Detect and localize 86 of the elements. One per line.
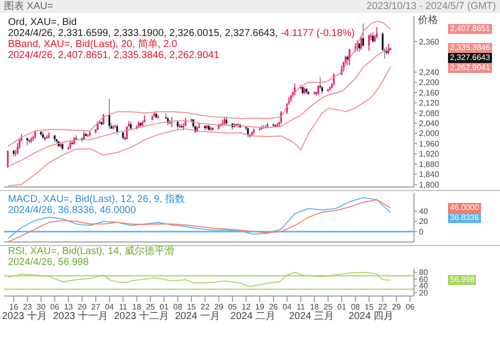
y-tick-label: 2,080 bbox=[419, 108, 440, 118]
text: 46.0000 bbox=[448, 202, 481, 213]
x-tick-label: 15 bbox=[186, 302, 196, 312]
x-tick-label: 20 bbox=[78, 302, 88, 312]
y-tick-label: 80 bbox=[419, 268, 428, 278]
annotation: MACD, XAU=, Bid(Last), 12, 26, 9, 指数 bbox=[8, 194, 186, 205]
annotation: Ord, XAU=, Bid bbox=[8, 17, 77, 28]
y-tick-label: 2,160 bbox=[419, 88, 440, 98]
annotation: 2024/4/26, 2,407.8651, 2,335.3846, 2,262.9041 bbox=[8, 50, 220, 61]
x-tick-label: 26 bbox=[268, 302, 278, 312]
annotation: 2024/4/26, 2,331.6599, 2,333.1900, 2,326.0015, 2,327.6643, bbox=[8, 28, 279, 39]
annotation: -4.1177 (-0.18%) bbox=[280, 28, 355, 39]
line-series bbox=[7, 272, 392, 288]
line-series bbox=[7, 66, 392, 186]
y-tick-label: 20 bbox=[419, 288, 428, 298]
x-tick-label: 08 bbox=[350, 302, 360, 312]
x-tick-label: 11 bbox=[118, 302, 128, 312]
x-tick-label: 05 bbox=[228, 302, 238, 312]
y-tick-label: 2,040 bbox=[419, 119, 440, 128]
x-tick-label: 30 bbox=[36, 302, 46, 312]
y-tick-label: 1,840 bbox=[419, 170, 440, 180]
annotation: 2024/4/26, 36.8336, 46.0000 bbox=[8, 205, 136, 216]
x-tick-label: 06 bbox=[50, 302, 60, 312]
x-tick-label: 01 bbox=[337, 302, 347, 312]
text: 2024/4/26, 56.998 bbox=[8, 257, 89, 268]
x-tick-label: 12 bbox=[242, 302, 252, 312]
text: 2023 十月 bbox=[2, 311, 48, 322]
y-tick-label: 20 bbox=[419, 217, 428, 226]
x-tick-label: 25 bbox=[146, 302, 156, 312]
y-tick-label: 2,360 bbox=[419, 37, 440, 46]
x-tick-label: 22 bbox=[378, 302, 388, 312]
candlestick bbox=[96, 120, 98, 131]
x-tick-label: 01 bbox=[160, 302, 170, 312]
y-tick-label: 40 bbox=[419, 282, 428, 291]
text: 2023 十一月 bbox=[52, 311, 108, 322]
y-tick-label: 40 bbox=[419, 206, 428, 216]
text: 2024 一月 bbox=[174, 311, 220, 322]
x-tick-label: 16 bbox=[9, 302, 19, 312]
text: 56.998 bbox=[448, 275, 476, 286]
x-tick-label: 29 bbox=[214, 302, 224, 312]
y-tick-label: 2,000 bbox=[419, 129, 440, 138]
annotation: BBand, XAU=, Bid(Last), 20, 简单, 2.0 bbox=[8, 39, 178, 50]
x-tick-label: 15 bbox=[364, 302, 374, 312]
x-tick-label: 13 bbox=[64, 302, 74, 312]
candlestick bbox=[346, 55, 348, 66]
y-axis-title: 价格 bbox=[418, 14, 438, 27]
x-tick-label: 29 bbox=[392, 302, 402, 312]
x-tick-label: 18 bbox=[132, 302, 142, 312]
chart-title: 图表 XAU= bbox=[4, 0, 54, 13]
text: 36.8336 bbox=[448, 212, 481, 223]
text: 2,407.8651 bbox=[448, 24, 492, 34]
x-tick-label: 25 bbox=[324, 302, 334, 312]
text: 2023 十二月 bbox=[114, 311, 170, 322]
x-tick-label: 06 bbox=[406, 302, 416, 312]
y-tick-label: 1,920 bbox=[419, 150, 440, 159]
candlestick bbox=[16, 142, 18, 155]
x-tick-label: 04 bbox=[104, 302, 114, 312]
candlestick bbox=[368, 34, 370, 52]
text: 2,327.6643 bbox=[448, 52, 492, 63]
text: 2024 四月 bbox=[348, 311, 394, 322]
x-tick-label: 22 bbox=[200, 302, 210, 312]
y-tick-label: 2,200 bbox=[419, 78, 440, 88]
x-tick-label: 19 bbox=[255, 302, 265, 312]
x-tick-label: 11 bbox=[296, 302, 306, 312]
y-tick-label: 1,880 bbox=[419, 160, 440, 169]
y-tick-label: 1,960 bbox=[419, 139, 440, 148]
candlestick bbox=[247, 126, 249, 138]
y-tick-label: 1,800 bbox=[419, 180, 440, 190]
x-tick-label: 27 bbox=[91, 302, 101, 312]
chart-subtitle: 2023/10/13 - 2024/5/7 (GMT) bbox=[366, 0, 496, 13]
x-tick-label: 04 bbox=[282, 302, 292, 312]
text: 2,335.3846 bbox=[448, 42, 492, 53]
y-tick-label: 2,120 bbox=[419, 98, 440, 108]
candlestick bbox=[348, 48, 350, 66]
candlestick bbox=[388, 43, 390, 55]
text: 2,262.9041 bbox=[448, 62, 492, 73]
text: 2024 三月 bbox=[288, 311, 334, 322]
y-tick-label: 2,240 bbox=[419, 68, 440, 77]
x-tick-label: 08 bbox=[173, 302, 183, 312]
text: 2024 二月 bbox=[230, 311, 276, 322]
x-tick-label: 23 bbox=[22, 302, 32, 312]
x-tick-label: 18 bbox=[310, 302, 320, 312]
text: RSI, XAU=, Bid(Last), 14, 威尔德平滑 bbox=[8, 246, 174, 257]
y-tick-label: 0 bbox=[419, 228, 424, 237]
y-tick-label: 60 bbox=[419, 274, 428, 284]
candlestick bbox=[372, 32, 374, 44]
